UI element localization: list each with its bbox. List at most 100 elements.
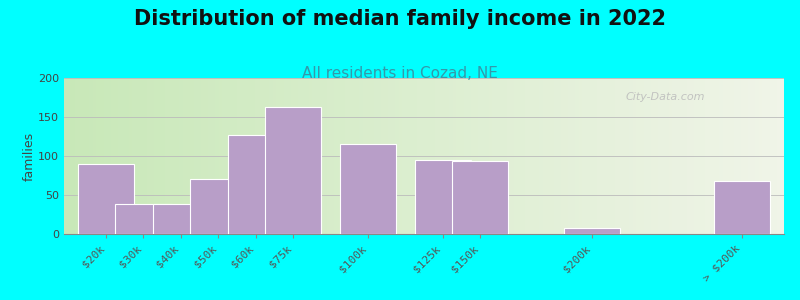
Bar (507, 78, 510, 234)
Bar (672, 78, 676, 234)
Bar (676, 78, 680, 234)
Bar (759, 78, 762, 234)
Bar (446, 78, 450, 234)
Bar (219, 78, 222, 234)
Bar (244, 78, 248, 234)
Bar (266, 78, 270, 234)
Bar (262, 78, 266, 234)
Bar (273, 78, 277, 234)
Bar (78, 78, 82, 234)
Bar (698, 78, 702, 234)
Bar (450, 78, 453, 234)
Bar (153, 204, 209, 234)
Bar (352, 78, 356, 234)
Bar (75, 78, 78, 234)
Bar (486, 78, 489, 234)
Bar (342, 78, 345, 234)
Bar (414, 78, 417, 234)
Bar (608, 78, 611, 234)
Bar (338, 78, 342, 234)
Bar (363, 78, 366, 234)
Bar (284, 78, 287, 234)
Bar (388, 78, 392, 234)
Bar (182, 78, 186, 234)
Bar (741, 78, 744, 234)
Bar (201, 78, 205, 234)
Bar (147, 78, 150, 234)
Bar (359, 78, 363, 234)
Bar (630, 78, 633, 234)
Bar (93, 78, 96, 234)
Bar (748, 78, 752, 234)
Bar (323, 78, 327, 234)
Bar (172, 78, 176, 234)
Bar (525, 78, 529, 234)
Bar (215, 78, 219, 234)
Bar (460, 78, 464, 234)
Bar (118, 78, 122, 234)
Bar (230, 78, 234, 234)
Bar (176, 78, 179, 234)
Bar (122, 78, 125, 234)
Bar (140, 78, 143, 234)
Bar (366, 78, 370, 234)
Bar (258, 78, 262, 234)
Bar (378, 78, 381, 234)
Bar (594, 78, 597, 234)
Bar (410, 78, 414, 234)
Bar (234, 78, 237, 234)
Bar (500, 78, 503, 234)
Bar (306, 78, 309, 234)
Bar (690, 78, 694, 234)
Bar (618, 78, 622, 234)
Bar (514, 78, 518, 234)
Bar (294, 78, 298, 234)
Bar (611, 78, 615, 234)
Bar (714, 181, 770, 234)
Bar (82, 78, 86, 234)
Bar (67, 78, 71, 234)
Bar (719, 78, 723, 234)
Bar (777, 78, 781, 234)
Bar (395, 78, 399, 234)
Bar (770, 78, 774, 234)
Bar (309, 78, 313, 234)
Bar (421, 78, 424, 234)
Bar (320, 78, 323, 234)
Bar (651, 78, 654, 234)
Bar (745, 78, 748, 234)
Bar (417, 78, 421, 234)
Bar (125, 78, 129, 234)
Bar (658, 78, 662, 234)
Bar (564, 228, 620, 234)
Bar (712, 78, 716, 234)
Bar (615, 78, 618, 234)
Text: City-Data.com: City-Data.com (626, 92, 705, 102)
Bar (226, 78, 230, 234)
Bar (316, 78, 320, 234)
Bar (604, 78, 608, 234)
Bar (762, 78, 766, 234)
Bar (503, 78, 507, 234)
Bar (345, 78, 349, 234)
Bar (496, 78, 500, 234)
Bar (251, 78, 255, 234)
Bar (734, 78, 738, 234)
Bar (766, 78, 770, 234)
Bar (402, 78, 406, 234)
Y-axis label: families: families (22, 131, 35, 181)
Bar (370, 78, 374, 234)
Bar (438, 78, 442, 234)
Bar (86, 78, 89, 234)
Bar (464, 78, 467, 234)
Bar (143, 78, 147, 234)
Bar (158, 78, 162, 234)
Bar (640, 78, 643, 234)
Bar (327, 78, 330, 234)
Bar (198, 78, 201, 234)
Bar (435, 78, 438, 234)
Bar (683, 78, 687, 234)
Bar (190, 78, 194, 234)
Bar (755, 78, 759, 234)
Bar (597, 78, 601, 234)
